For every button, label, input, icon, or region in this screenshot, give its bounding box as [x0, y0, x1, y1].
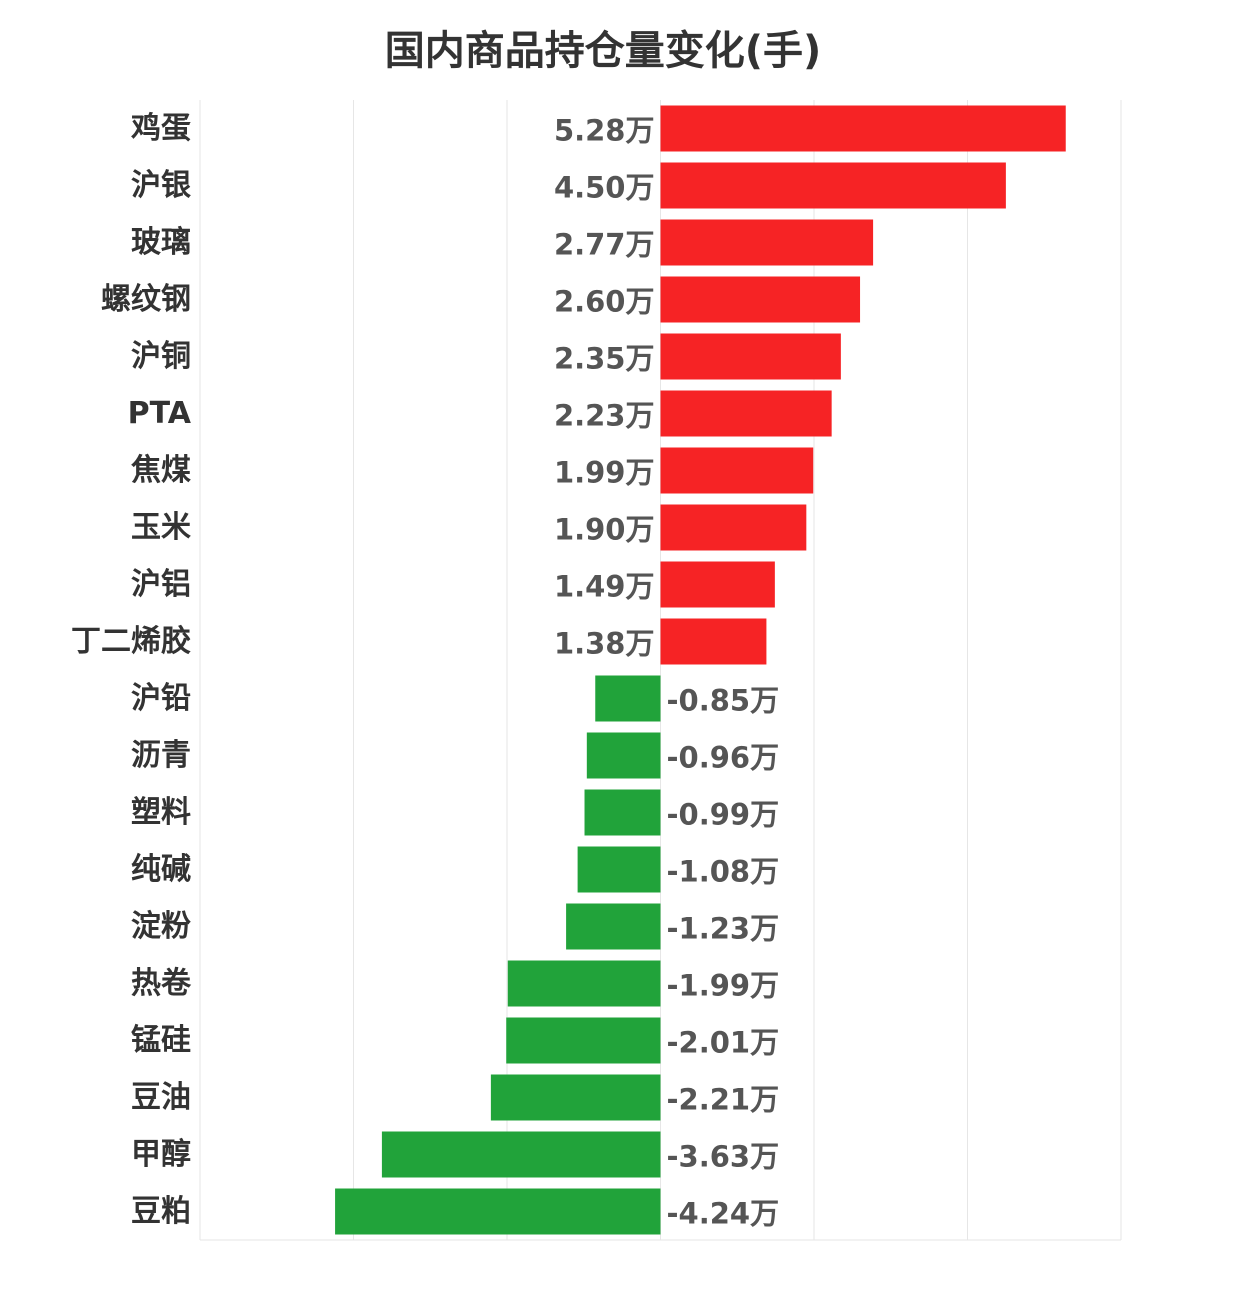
- value-label: 1.99万: [554, 456, 655, 490]
- bar: [490, 1074, 661, 1121]
- bar: [381, 1131, 661, 1178]
- bar: [577, 846, 661, 893]
- category-label: 玻璃: [131, 225, 191, 260]
- value-label: 2.35万: [554, 342, 655, 376]
- category-label: 纯碱: [131, 852, 191, 887]
- bar: [660, 390, 832, 437]
- value-label: 2.77万: [554, 228, 655, 262]
- bar: [584, 789, 661, 836]
- bar: [507, 960, 661, 1007]
- category-label: 螺纹钢: [101, 282, 191, 317]
- category-label: 豆粕: [131, 1194, 191, 1229]
- value-label: -0.99万: [667, 798, 780, 832]
- category-label: 焦煤: [131, 453, 191, 488]
- bars: [335, 105, 1066, 1235]
- value-label: 2.23万: [554, 399, 655, 433]
- bar: [335, 1188, 661, 1235]
- bar: [660, 276, 861, 323]
- bar: [660, 219, 874, 266]
- value-label: 5.28万: [554, 114, 655, 148]
- bar: [660, 504, 807, 551]
- category-label: PTA: [128, 396, 192, 431]
- bar: [660, 561, 775, 608]
- value-label: 2.60万: [554, 285, 655, 319]
- category-label: 热卷: [131, 966, 192, 1001]
- bar: [660, 162, 1006, 209]
- bar: [660, 333, 841, 380]
- bar: [595, 675, 661, 722]
- category-label: 沪银: [131, 168, 191, 203]
- bar: [660, 105, 1066, 152]
- value-label: -1.08万: [667, 855, 780, 889]
- bar: [660, 447, 814, 494]
- value-label: 1.38万: [554, 627, 655, 661]
- value-label: 1.49万: [554, 570, 655, 604]
- bar: [660, 618, 767, 665]
- bar: [566, 903, 661, 950]
- category-label: 锰硅: [131, 1023, 191, 1058]
- category-label: 鸡蛋: [131, 111, 191, 146]
- value-label: -4.24万: [667, 1197, 780, 1231]
- category-label: 沪铅: [131, 681, 191, 716]
- bar: [586, 732, 661, 779]
- category-label: 沪铝: [131, 567, 191, 602]
- value-label: -3.63万: [667, 1140, 780, 1174]
- value-label: 4.50万: [554, 171, 655, 205]
- category-label: 玉米: [131, 510, 191, 545]
- category-label: 豆油: [131, 1080, 191, 1115]
- value-label: -0.85万: [667, 684, 780, 718]
- category-label: 沪铜: [131, 339, 191, 374]
- category-label: 淀粉: [131, 909, 191, 944]
- value-label: -2.21万: [667, 1083, 780, 1117]
- value-label: 1.90万: [554, 513, 655, 547]
- value-label: -1.23万: [667, 912, 780, 946]
- value-label: -2.01万: [667, 1026, 780, 1060]
- chart-title: 国内商品持仓量变化(手): [384, 28, 822, 74]
- category-label: 沥青: [131, 738, 191, 773]
- grid-lines: [199, 100, 1122, 1241]
- category-label: 塑料: [131, 795, 191, 830]
- category-label: 丁二烯胶: [71, 624, 191, 659]
- value-labels: 5.28万 4.50万 2.77万 2.60万 2.35万 2.23万 1.99万 1.90万…: [554, 114, 779, 1231]
- value-label: -1.99万: [667, 969, 780, 1003]
- value-label: -0.96万: [667, 741, 780, 775]
- category-label: 甲醇: [131, 1137, 191, 1172]
- bar: [506, 1017, 661, 1064]
